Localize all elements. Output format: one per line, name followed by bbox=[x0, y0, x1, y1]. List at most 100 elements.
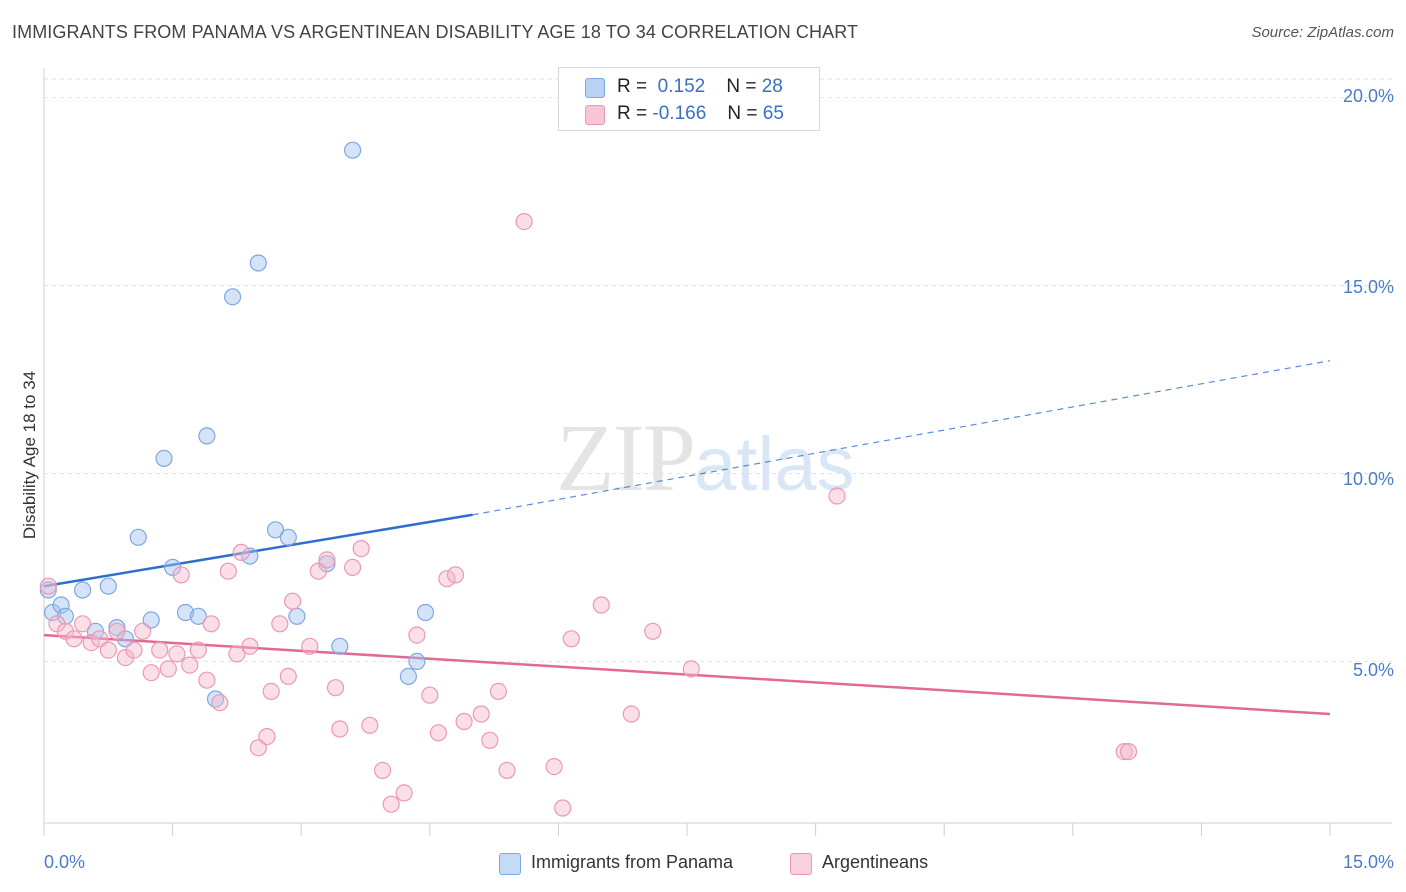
legend-text: R = -0.166 N = 65 bbox=[617, 103, 784, 124]
watermark: ZIPatlas bbox=[556, 402, 855, 513]
point-argentinean bbox=[82, 633, 100, 652]
point-argentinean bbox=[151, 641, 169, 659]
point-argentinean bbox=[219, 562, 237, 580]
point-panama bbox=[408, 652, 426, 671]
point-argentinean bbox=[309, 562, 327, 580]
point-panama bbox=[73, 581, 92, 599]
point-argentinean bbox=[352, 539, 370, 558]
y-tick-label: 20.0% bbox=[1342, 86, 1394, 106]
point-argentinean bbox=[326, 679, 345, 697]
point-argentinean bbox=[142, 664, 160, 682]
point-argentinean bbox=[429, 724, 447, 742]
point-argentinean bbox=[382, 795, 400, 813]
point-argentinean bbox=[682, 660, 700, 678]
axes bbox=[43, 68, 1392, 836]
point-argentinean bbox=[168, 645, 186, 663]
point-panama bbox=[288, 607, 306, 625]
point-argentinean bbox=[301, 637, 319, 655]
point-panama bbox=[416, 603, 435, 622]
point-panama bbox=[344, 141, 362, 159]
point-argentinean bbox=[108, 622, 126, 640]
point-argentinean bbox=[99, 641, 117, 659]
point-panama bbox=[189, 607, 207, 625]
point-argentinean bbox=[481, 731, 499, 749]
point-argentinean bbox=[65, 630, 83, 648]
point-argentinean bbox=[554, 799, 572, 817]
point-argentinean bbox=[446, 566, 465, 584]
source-label: Source: ZipAtlas.com bbox=[1251, 24, 1394, 41]
legend-text: R = 0.152 N = 28 bbox=[617, 76, 783, 97]
x-tick-label-min: 0.0% bbox=[44, 852, 86, 872]
point-argentinean bbox=[408, 626, 426, 644]
point-argentinean bbox=[134, 622, 152, 640]
point-argentinean bbox=[73, 615, 92, 633]
point-argentinean bbox=[125, 641, 143, 659]
point-argentinean bbox=[472, 705, 490, 723]
point-argentinean bbox=[331, 720, 349, 738]
point-argentinean bbox=[202, 615, 220, 633]
point-argentinean bbox=[318, 551, 336, 569]
grid bbox=[44, 78, 1392, 662]
point-argentinean bbox=[421, 686, 439, 704]
point-argentinean bbox=[284, 592, 302, 610]
point-argentinean bbox=[39, 577, 57, 595]
point-argentinean bbox=[395, 784, 413, 802]
point-argentinean bbox=[438, 570, 456, 588]
point-panama bbox=[129, 528, 147, 546]
legend-label: Argentineans bbox=[822, 852, 929, 872]
point-panama bbox=[249, 254, 267, 272]
point-argentinean bbox=[232, 543, 250, 562]
point-panama bbox=[39, 581, 57, 599]
point-argentinean bbox=[592, 596, 610, 614]
point-argentinean bbox=[198, 671, 216, 689]
point-panama bbox=[52, 596, 70, 614]
x-tick-label-max: 15.0% bbox=[1342, 852, 1394, 872]
point-argentinean bbox=[241, 637, 259, 655]
point-argentinean bbox=[91, 630, 109, 648]
trend-line-argentinean bbox=[43, 633, 1331, 716]
point-argentinean bbox=[279, 667, 297, 686]
watermark-zip: ZIP bbox=[556, 404, 696, 511]
point-argentinean bbox=[262, 682, 280, 701]
data-points bbox=[39, 141, 1138, 817]
point-argentinean bbox=[189, 641, 207, 659]
point-argentinean bbox=[344, 558, 362, 577]
point-argentinean bbox=[228, 645, 246, 663]
point-argentinean bbox=[489, 682, 507, 701]
legend-swatch bbox=[585, 105, 605, 125]
point-argentinean bbox=[545, 757, 563, 776]
watermark-atlas: atlas bbox=[694, 422, 855, 507]
point-panama bbox=[241, 547, 259, 565]
point-argentinean bbox=[374, 761, 392, 780]
point-argentinean bbox=[258, 727, 276, 746]
point-panama bbox=[266, 521, 285, 539]
point-panama bbox=[155, 449, 173, 467]
chart-title: IMMIGRANTS FROM PANAMA VS ARGENTINEAN DI… bbox=[12, 22, 859, 42]
y-tick-label: 5.0% bbox=[1352, 660, 1394, 680]
y-tick-label: 15.0% bbox=[1342, 277, 1394, 297]
point-panama bbox=[279, 528, 297, 546]
legend-label: Immigrants from Panama bbox=[531, 852, 734, 872]
point-argentinean bbox=[172, 566, 190, 584]
point-argentinean bbox=[644, 622, 662, 640]
trend-lines bbox=[43, 360, 1331, 716]
point-argentinean bbox=[455, 712, 473, 731]
point-panama bbox=[99, 577, 117, 595]
point-panama bbox=[331, 637, 349, 655]
point-argentinean bbox=[562, 630, 580, 648]
legend-swatch bbox=[499, 853, 521, 875]
point-argentinean bbox=[828, 487, 846, 505]
point-argentinean bbox=[622, 705, 640, 723]
point-argentinean bbox=[515, 213, 533, 231]
point-argentinean bbox=[361, 716, 379, 734]
y-tick-label: 10.0% bbox=[1342, 469, 1394, 489]
point-panama bbox=[142, 611, 160, 629]
correlation-legend: R = 0.152 N = 28 R = -0.166 N = 65 bbox=[558, 67, 820, 131]
point-panama bbox=[224, 288, 242, 306]
legend-swatch bbox=[790, 853, 812, 875]
point-panama bbox=[399, 667, 417, 686]
point-argentinean bbox=[211, 694, 229, 712]
trend-line-panama-extension bbox=[472, 360, 1331, 516]
point-argentinean bbox=[1119, 742, 1138, 761]
